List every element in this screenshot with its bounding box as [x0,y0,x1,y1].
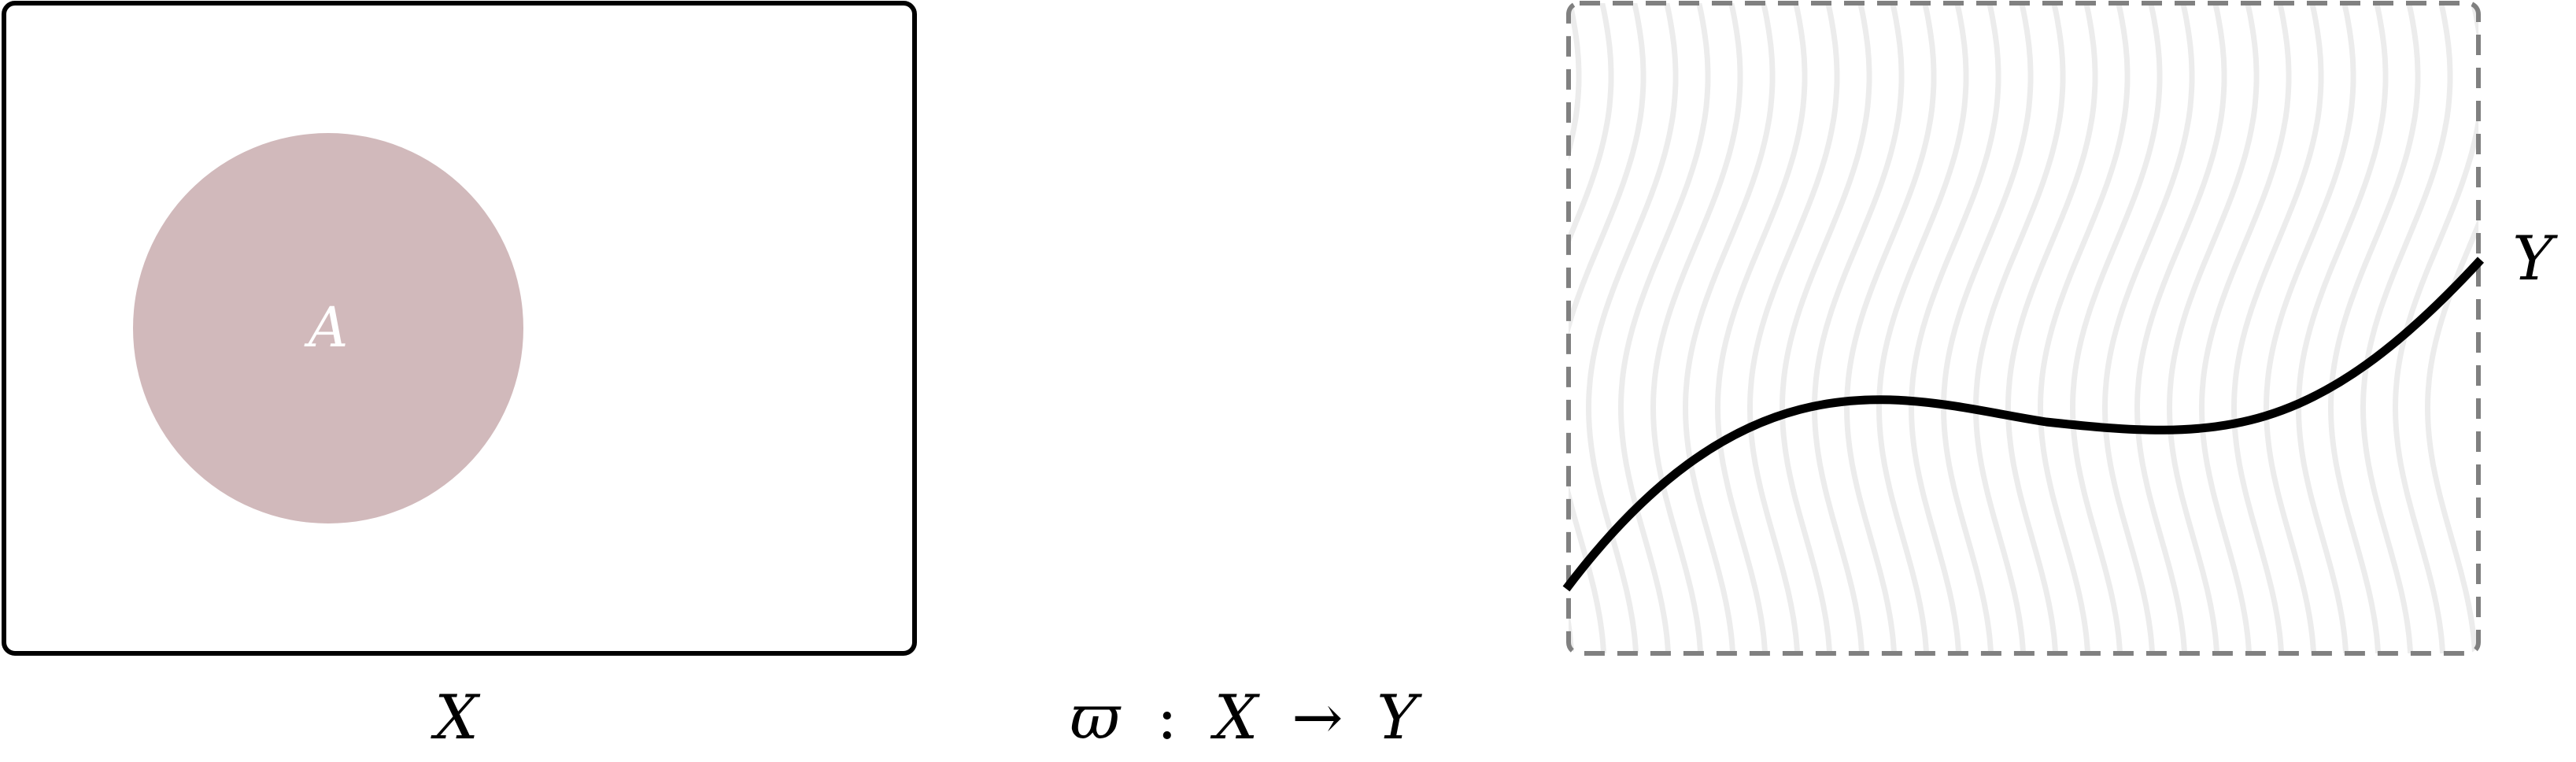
hatch-line [2424,3,2478,653]
hatch-line [2101,3,2195,653]
hatch-line [2037,3,2131,653]
hatch-line [2166,3,2260,653]
hatch-line [1714,3,1808,653]
hatch-line [1940,3,2034,653]
hatch-line [1569,3,1614,653]
hatch-line [1779,3,1872,653]
hatch-line [2327,3,2421,653]
right-set-box [1566,1,2481,656]
hatch-line [1876,3,1969,653]
hatch-line [1569,3,1582,653]
map-arrow: → [1292,682,1343,753]
hatch-line [2295,3,2389,653]
subset-a-disc [133,133,523,523]
svg-text:ϖ : X →: ϖ : X → Y [1070,682,1422,753]
map-symbol: ϖ [1070,682,1122,753]
map-label: ϖ : X → Y [1070,682,1422,753]
right-set-label: Y [2512,224,2558,294]
hatch-line [1908,3,2001,653]
map-colon: : [1157,682,1177,753]
subset-a-label: A [304,295,349,360]
left-set: A X [2,1,917,753]
hatch-line [2069,3,2163,653]
hatch-line [1746,3,1840,653]
hatch-line [1843,3,1937,653]
hatch-line [2360,3,2453,653]
hatch-line [1585,3,1679,653]
wavy-hatch-pattern [1460,0,2478,668]
hatch-line [1972,3,2066,653]
hatch-line [2134,3,2227,653]
hatch-line [1460,0,1547,668]
hatch-line [1811,3,1905,653]
hatch-line [2263,3,2356,653]
right-set: Y [1460,0,2558,668]
left-set-label: X [430,682,481,753]
hatch-line [1682,3,1776,653]
image-curve [1562,257,2485,592]
hatch-line [2230,3,2324,653]
hatch-line [1617,3,1711,653]
map-domain: X [1210,682,1261,753]
map-codomain: Y [1377,682,1422,753]
left-set-box [2,1,917,656]
hatch-line [2005,3,2098,653]
hatch-line [1650,3,1743,653]
hatch-line [2198,3,2292,653]
hatch-line [1569,3,1646,653]
